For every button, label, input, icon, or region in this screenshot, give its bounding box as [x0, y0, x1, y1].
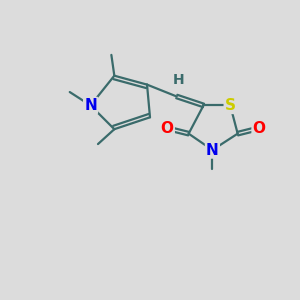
Text: H: H [172, 73, 184, 87]
Text: O: O [253, 121, 266, 136]
Text: S: S [225, 98, 236, 113]
Text: N: N [206, 142, 219, 158]
Text: N: N [84, 98, 97, 113]
Text: O: O [161, 121, 174, 136]
